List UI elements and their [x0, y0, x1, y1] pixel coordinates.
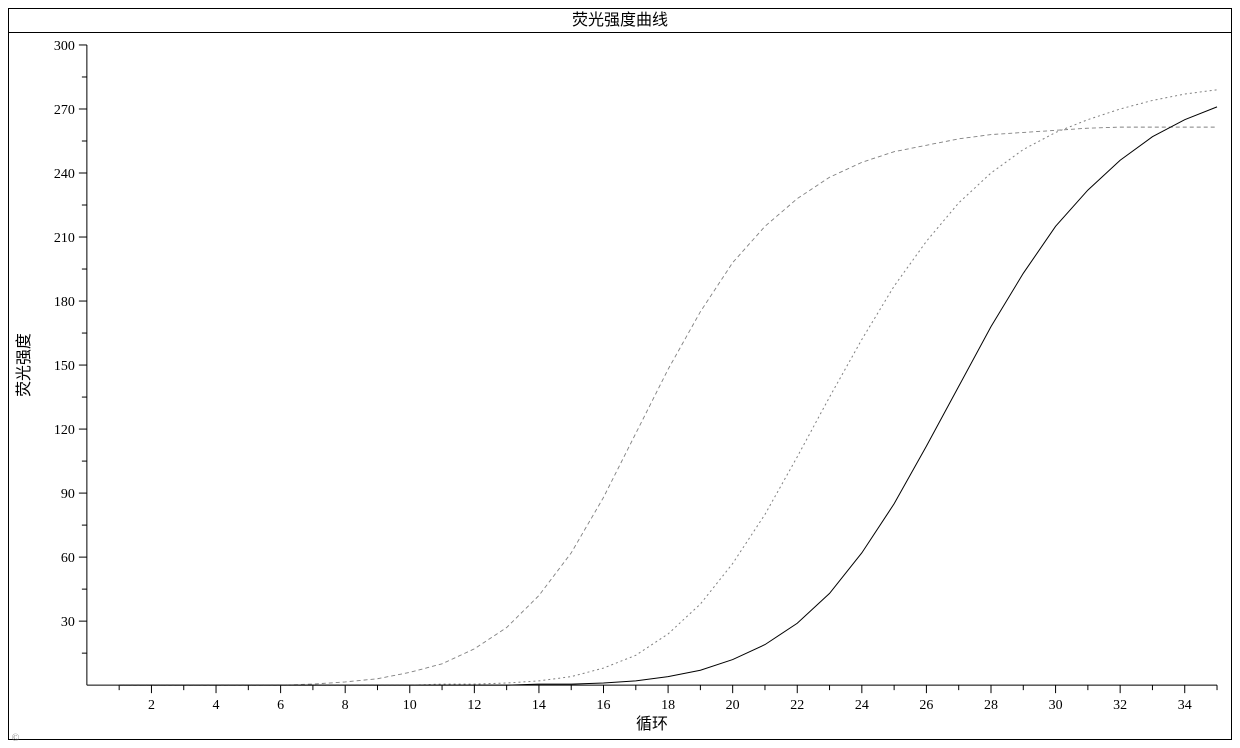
- series-curve-early: [119, 127, 1217, 685]
- x-tick-label: 32: [1113, 698, 1127, 713]
- x-tick-label: 16: [597, 698, 611, 713]
- chart-svg: 2468101214161820222426283032343060901201…: [9, 33, 1231, 739]
- x-axis-title: 循环: [636, 715, 668, 733]
- y-axis-title: 荧光强度: [15, 333, 33, 397]
- x-tick-label: 4: [213, 698, 220, 713]
- y-tick-label: 30: [61, 615, 75, 630]
- footnote-mark: ©: [10, 733, 20, 744]
- x-tick-label: 30: [1049, 698, 1063, 713]
- x-tick-label: 2: [148, 698, 155, 713]
- y-tick-label: 60: [61, 551, 75, 566]
- y-tick-label: 270: [54, 103, 75, 118]
- x-tick-label: 18: [661, 698, 675, 713]
- y-tick-label: 90: [61, 487, 75, 502]
- x-tick-label: 34: [1178, 698, 1192, 713]
- x-tick-label: 24: [855, 698, 869, 713]
- x-tick-label: 6: [277, 698, 284, 713]
- chart-title: 荧光强度曲线: [9, 9, 1231, 33]
- y-tick-label: 180: [54, 295, 75, 310]
- x-tick-label: 10: [403, 698, 417, 713]
- x-tick-label: 8: [342, 698, 349, 713]
- x-tick-label: 20: [726, 698, 740, 713]
- x-tick-label: 22: [790, 698, 804, 713]
- x-tick-label: 14: [532, 698, 546, 713]
- x-tick-label: 28: [984, 698, 998, 713]
- y-tick-label: 120: [54, 423, 75, 438]
- chart-frame: 荧光强度曲线 246810121416182022242628303234306…: [8, 8, 1232, 740]
- y-tick-label: 150: [54, 359, 75, 374]
- y-tick-label: 240: [54, 167, 75, 182]
- series-curve-late: [119, 107, 1217, 685]
- series-curve-middle: [119, 90, 1217, 685]
- x-tick-label: 26: [919, 698, 933, 713]
- y-tick-label: 210: [54, 231, 75, 246]
- x-tick-label: 12: [467, 698, 481, 713]
- y-tick-label: 300: [54, 39, 75, 54]
- chart-plot-area: 2468101214161820222426283032343060901201…: [9, 33, 1231, 739]
